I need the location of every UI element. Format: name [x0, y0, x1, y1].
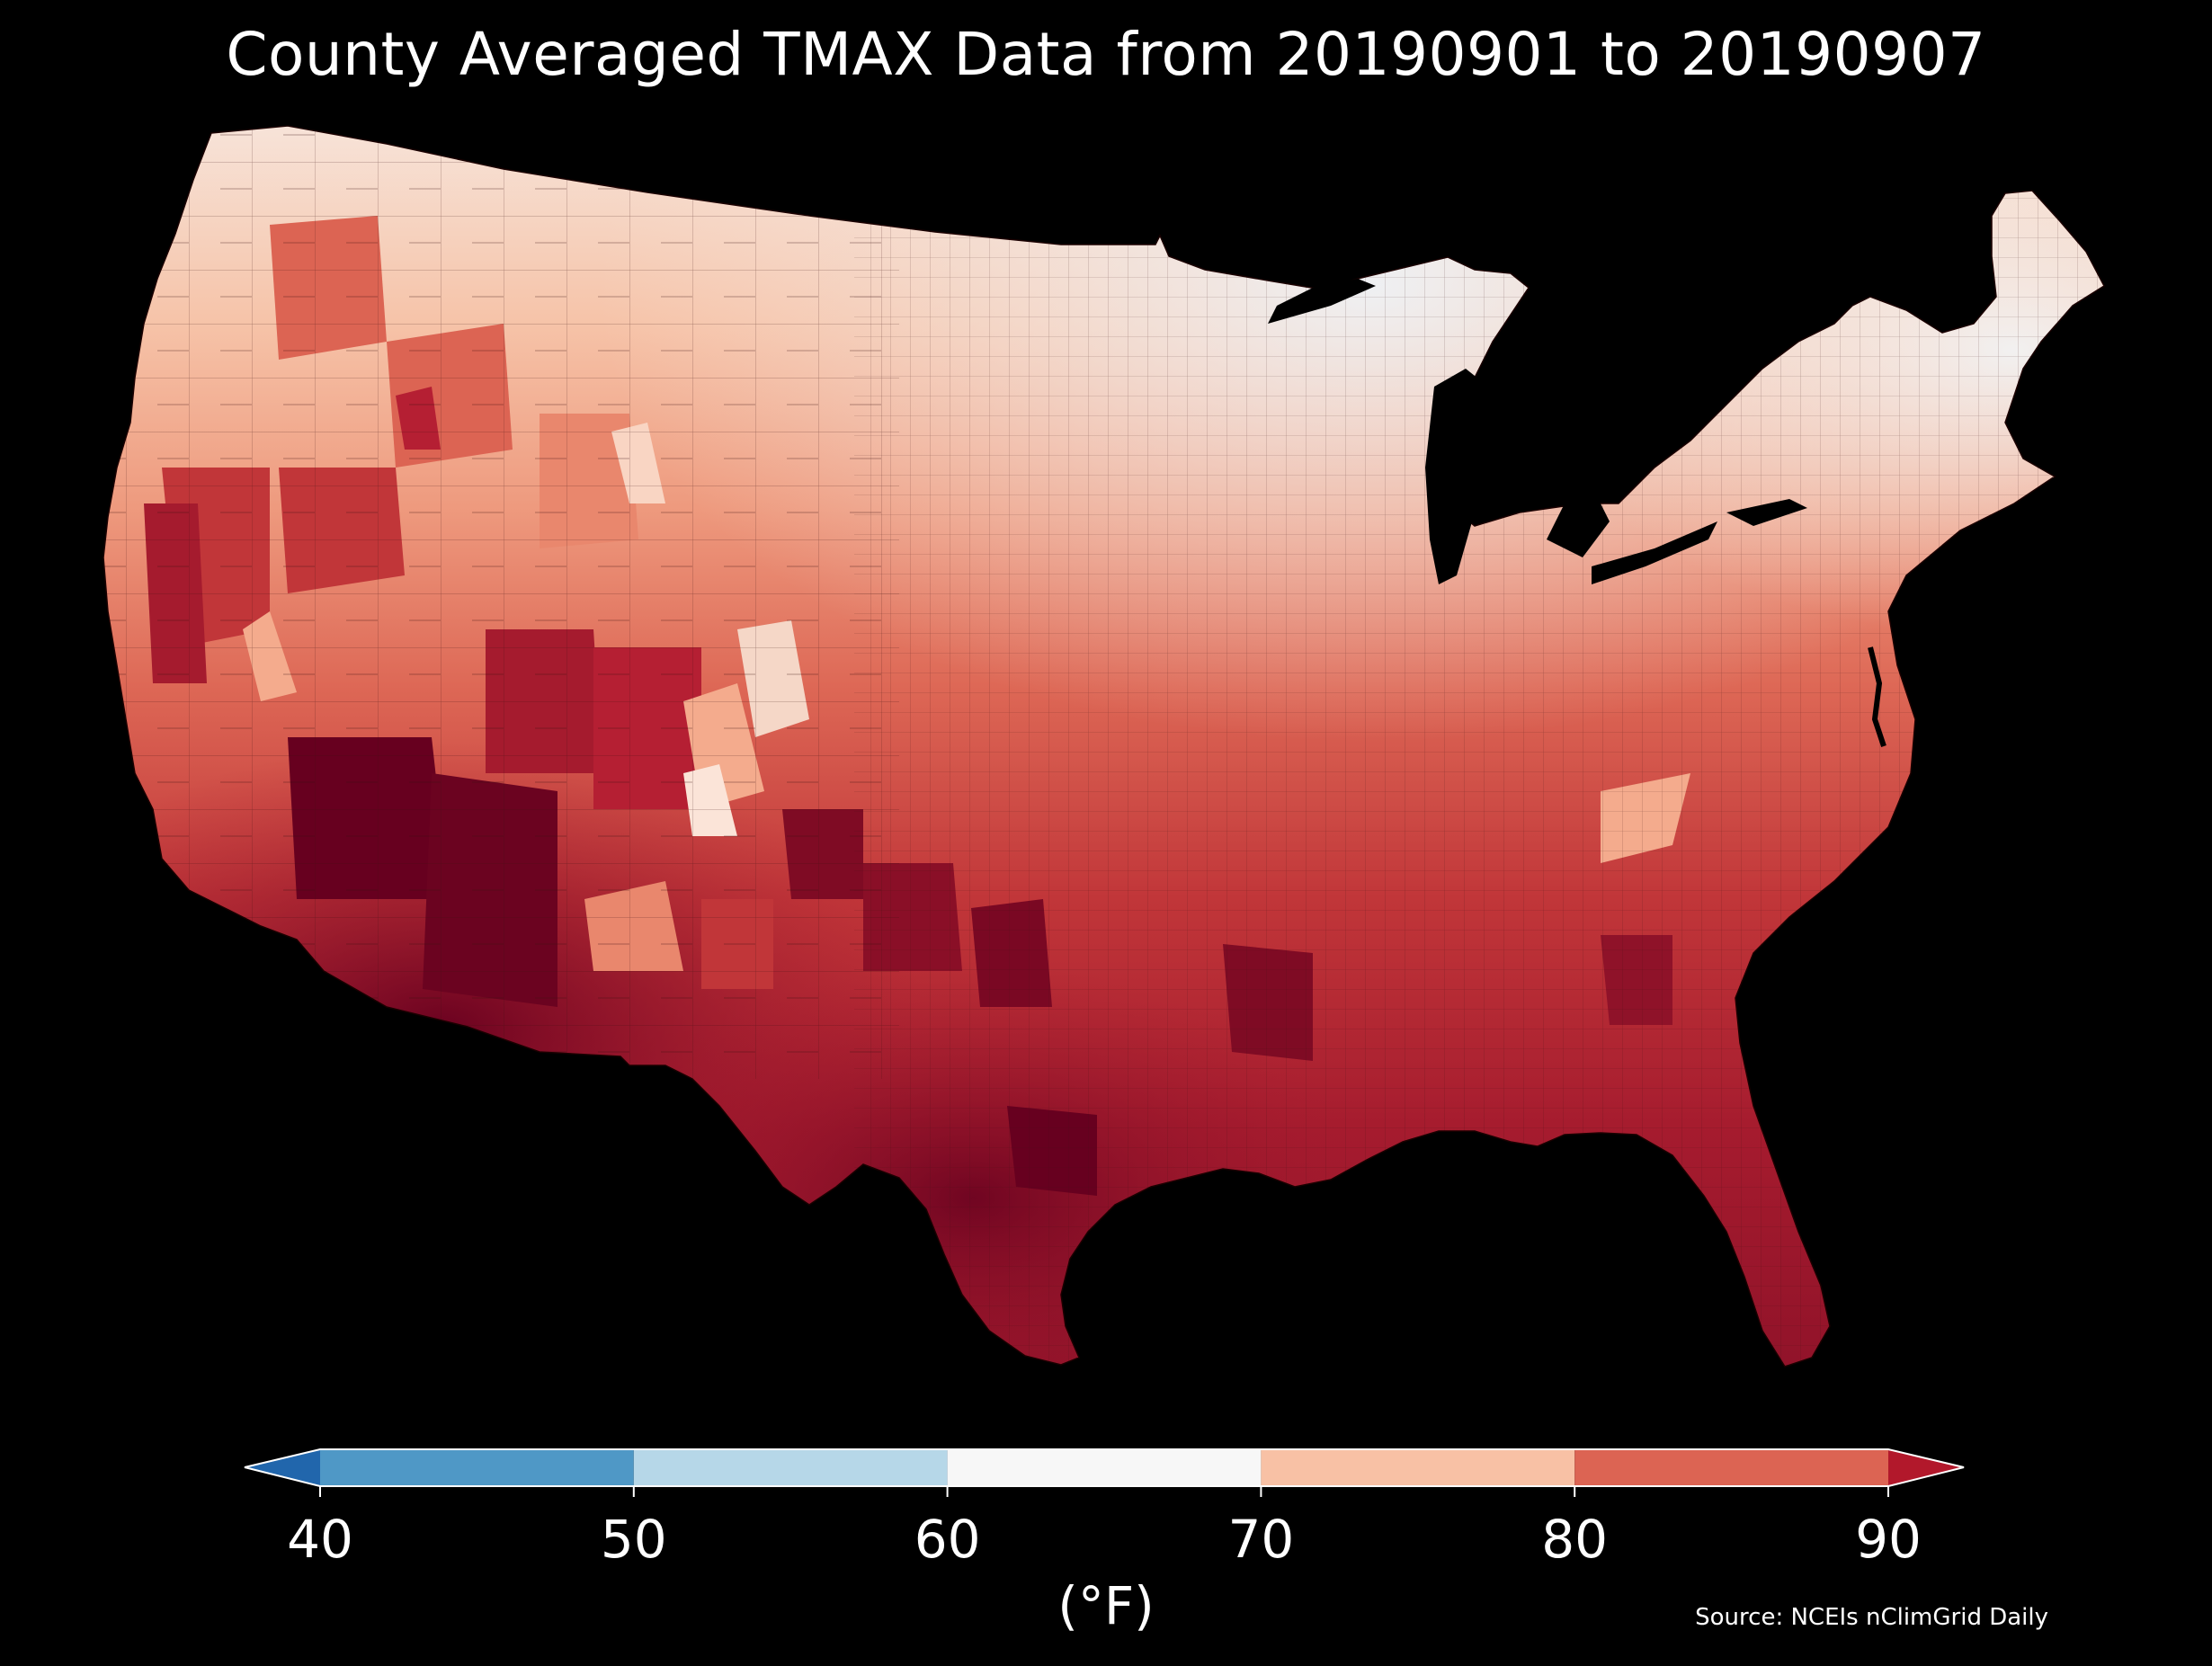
- map-title: County Averaged TMAX Data from 20190901 …: [226, 20, 1986, 89]
- colorbar-bin-0: [320, 1449, 634, 1486]
- colorbar-tick-label: 80: [1541, 1509, 1609, 1570]
- map-area: [103, 125, 2105, 1368]
- chesapeake-bay: [1868, 646, 1886, 747]
- us-choropleth-map: [103, 125, 2105, 1368]
- colorbar-tick-label: 60: [914, 1509, 981, 1570]
- colorbar-bin-1: [633, 1449, 948, 1486]
- colorbar-tick-label: 40: [287, 1509, 353, 1570]
- colorbar-tick-label: 90: [1855, 1509, 1922, 1570]
- source-note: Source: NCEIs nClimGrid Daily: [1695, 1604, 2048, 1631]
- colorbar-bins: [320, 1449, 1888, 1486]
- colorbar-bin-2: [947, 1449, 1262, 1486]
- colorbar-under-arrow: [245, 1449, 320, 1486]
- colorbar-over-arrow: [1888, 1449, 1964, 1486]
- colorbar-tick-label: 70: [1227, 1509, 1295, 1570]
- colorbar-tick-label: 50: [600, 1509, 667, 1570]
- colorbar: [244, 1448, 1965, 1497]
- colorbar-bin-3: [1261, 1449, 1575, 1486]
- colorbar-bin-4: [1574, 1449, 1888, 1486]
- great-lakes: [1268, 279, 1807, 584]
- colorbar-unit-label: (°F): [1057, 1575, 1155, 1636]
- colorbar-ticks: [319, 1486, 1889, 1497]
